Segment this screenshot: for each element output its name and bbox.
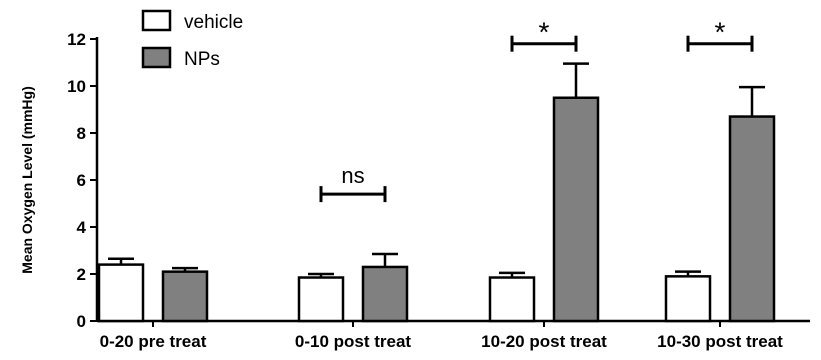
bar-nps bbox=[361, 265, 409, 323]
bar-nps bbox=[552, 96, 600, 323]
legend: vehicle NPs bbox=[141, 9, 243, 70]
bar-vehicle bbox=[97, 263, 145, 323]
y-tick-label: 12 bbox=[67, 30, 86, 49]
y-tick-label: 6 bbox=[77, 171, 86, 190]
legend-swatch-vehicle bbox=[141, 9, 172, 32]
significance-annotations: ns * * bbox=[319, 17, 754, 203]
legend-label-nps: NPs bbox=[184, 49, 220, 70]
y-tick-label: 2 bbox=[77, 265, 86, 284]
significance-label: ns bbox=[341, 163, 364, 188]
significance-label: * bbox=[539, 17, 550, 48]
x-tick-label: 0-10 post treat bbox=[295, 332, 412, 351]
y-axis-title: Mean Oxygen Level (mmHg) bbox=[19, 86, 35, 274]
bar-vehicle bbox=[488, 276, 536, 323]
y-tick-label: 10 bbox=[67, 77, 86, 96]
y-axis: 0 2 4 6 8 10 12 bbox=[67, 30, 99, 331]
legend-swatch-nps bbox=[141, 46, 172, 69]
bar-vehicle bbox=[297, 276, 345, 323]
bar-nps bbox=[728, 115, 776, 323]
significance-label: * bbox=[715, 17, 726, 48]
y-tick-label: 8 bbox=[77, 124, 86, 143]
x-axis: 0-20 pre treat 0-10 post treat 10-20 post … bbox=[97, 319, 810, 351]
x-tick-label: 10-20 post treat bbox=[481, 332, 607, 351]
legend-label-vehicle: vehicle bbox=[184, 12, 243, 33]
y-tick-label: 0 bbox=[77, 312, 86, 331]
x-tick-label: 0-20 pre treat bbox=[100, 332, 207, 351]
x-tick-label: 10-30 post treat bbox=[657, 332, 783, 351]
bar-vehicle bbox=[664, 275, 712, 323]
bars bbox=[97, 62, 776, 323]
bar-nps bbox=[161, 270, 209, 323]
y-tick-label: 4 bbox=[77, 218, 87, 237]
